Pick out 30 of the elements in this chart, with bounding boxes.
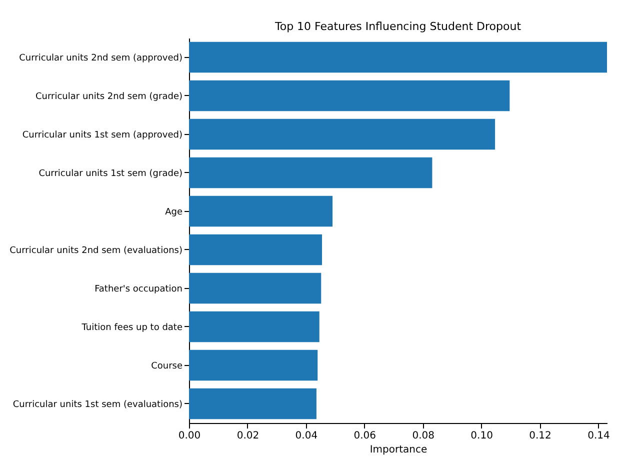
- x-tick-label: 0.04: [295, 430, 318, 442]
- y-tick-label: Curricular units 1st sem (evaluations): [12, 400, 182, 410]
- bar: [189, 157, 432, 188]
- chart-title: Top 10 Features Influencing Student Dropout: [274, 20, 522, 33]
- y-tick-label: Curricular units 2nd sem (grade): [35, 92, 182, 102]
- y-tick-label: Course: [151, 361, 183, 372]
- x-tick-label: 0.06: [354, 430, 376, 442]
- bar: [189, 80, 510, 112]
- x-tick-label: 0.10: [470, 430, 493, 442]
- y-tick-label: Curricular units 2nd sem (evaluations): [10, 246, 182, 256]
- x-tick-label: 0.02: [236, 430, 260, 442]
- bar: [189, 272, 322, 304]
- bar: [189, 196, 333, 227]
- y-tick-label: Age: [165, 207, 183, 218]
- bar: [189, 350, 318, 381]
- x-axis-title: Importance: [370, 444, 428, 456]
- x-tick-label: 0.08: [412, 430, 434, 442]
- y-tick-label: Father's occupation: [94, 284, 182, 294]
- y-tick-label: Curricular units 1st sem (grade): [38, 168, 182, 179]
- x-tick-label: 0.12: [529, 430, 552, 442]
- y-tick-label: Curricular units 1st sem (approved): [22, 130, 182, 140]
- bar: [189, 388, 316, 420]
- bar: [189, 234, 322, 266]
- x-tick-label: 0.00: [178, 430, 201, 442]
- y-tick-label: Tuition fees up to date: [80, 322, 183, 333]
- bar: [189, 42, 607, 73]
- x-tick-label: 0.14: [588, 430, 610, 442]
- y-tick-label: Curricular units 2nd sem (approved): [19, 53, 182, 64]
- bar: [189, 311, 320, 342]
- bar: [189, 118, 496, 150]
